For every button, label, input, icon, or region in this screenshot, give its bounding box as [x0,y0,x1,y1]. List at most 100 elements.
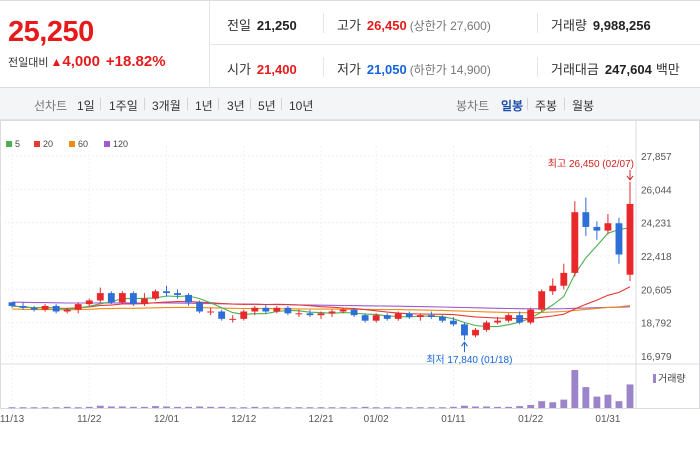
legend-label: 60 [78,139,88,149]
y-tick-label: 20,605 [641,285,672,296]
candle-body [350,309,358,316]
divider [218,98,219,110]
candle-body [328,311,336,314]
legend-swatch [104,141,110,147]
summary-row-1: 전일 21,250 고가 26,450 (상한가 27,600) 거래량 9,988,2… [211,1,700,45]
candle-body [295,313,303,315]
range-5y-button[interactable]: 5년 [258,99,276,113]
volume-bar [63,406,71,408]
candle-body [118,293,126,303]
volume-bar [129,406,137,408]
x-tick-label: 11/22 [77,414,102,425]
volume-bar [494,406,501,408]
range-1y-button[interactable]: 1년 [195,99,213,113]
volume-bar [427,407,435,409]
candle-body [560,272,568,286]
candle-body [8,302,16,306]
candle-weekly-button[interactable]: 주봉 [535,99,558,113]
low-value: 21,050 [366,62,407,77]
amount-value: 247,604 [604,62,652,77]
candlestick-chart-svg[interactable]: 16,979 18,792 20,605 22,418 24,231 26,044 27,8… [0,120,700,450]
price-change: 전일대비 ▲4,000 +18.82% [8,53,209,70]
candle-body [461,324,468,336]
candle-monthly-button[interactable]: 월봉 [572,99,595,113]
x-tick-label: 11/13 [0,414,25,425]
legend-swatch [6,141,12,147]
candle-body [438,317,446,321]
candle-body [394,313,402,319]
chart-toolbar: 선차트 1일 1주일 3개월 1년 3년 5년 10년 봉차트 일봉 주봉 월봉 [0,88,700,120]
volume-bar [626,384,634,408]
candle-body [229,318,237,320]
legend-swatch [69,141,75,147]
divider [281,98,282,110]
volume-bar [262,407,270,409]
candle-body [582,212,590,227]
volume-bar [118,406,126,408]
stock-summary: 25,250 전일대비 ▲4,000 +18.82% 전일 21,250 고가 26,4… [0,0,700,89]
low-annotation: 최저 17,840 (01/18) [426,354,512,366]
open-value: 21,400 [256,62,297,77]
range-3m-button[interactable]: 3개월 [152,99,181,113]
candle-body [416,315,424,318]
volume-bar [317,407,325,409]
volume-bar [571,370,579,408]
divider [100,98,101,110]
volume-bar [505,406,513,408]
volume-bar [593,396,601,408]
volume-bar [416,407,424,409]
prev-close-label: 전일 [227,18,251,33]
volume-bar [152,406,159,408]
high-cell: 고가 26,450 (상한가 27,600) [337,15,491,34]
volume-bar [52,407,60,409]
open-label: 시가 [227,62,251,77]
stock-chart[interactable]: 16,979 18,792 20,605 22,418 24,231 26,044 27,8… [0,120,700,450]
volume-bar [582,387,590,408]
volume-bar [394,407,402,409]
range-1d-button[interactable]: 1일 [77,99,95,113]
volume-bar [229,407,237,409]
upper-limit: (상한가 27,600) [409,19,491,33]
y-tick-label: 26,044 [641,185,672,196]
candle-body [372,315,380,321]
legend-label: 20 [43,139,53,149]
divider [564,98,565,110]
volume-bar [196,406,204,408]
volume-bar [438,407,446,409]
volume-bar [284,407,292,409]
volume-bar [218,406,226,408]
current-price: 25,250 [8,16,94,48]
range-1w-button[interactable]: 1주일 [109,99,138,113]
candle-daily-button[interactable]: 일봉 [501,99,524,113]
candle-body [185,294,192,303]
volume-bar [615,401,623,408]
candle-body [516,315,524,323]
volume-bar [483,406,490,408]
open-cell: 시가 21,400 [227,59,297,78]
prev-close-value: 21,250 [256,18,297,33]
volume-bar [240,407,248,409]
high-label: 고가 [337,18,361,33]
y-tick-label: 22,418 [641,252,672,263]
volume-bar [163,406,170,408]
divider [527,98,528,110]
legend-swatch [34,141,40,147]
amount-unit: 백만 [655,62,680,77]
ma-120-line [11,301,631,310]
candle-body [52,305,60,312]
candle-body [361,315,369,321]
volume-cell: 거래량 9,988,256 [551,15,651,34]
volume-bar [273,407,281,409]
volume-bar [549,402,557,408]
current-price-box: 25,250 전일대비 ▲4,000 +18.82% [0,1,210,89]
y-tick-label: 24,231 [641,219,672,230]
low-cell: 저가 21,050 (하한가 14,900) [337,59,491,78]
volume-bar [328,407,336,409]
range-3y-button[interactable]: 3년 [227,99,245,113]
volume-bar [306,407,314,409]
candle-body [527,309,535,323]
range-10y-button[interactable]: 10년 [289,99,314,113]
divider [323,57,324,77]
candle-body [129,293,137,305]
candle-body [383,315,391,319]
